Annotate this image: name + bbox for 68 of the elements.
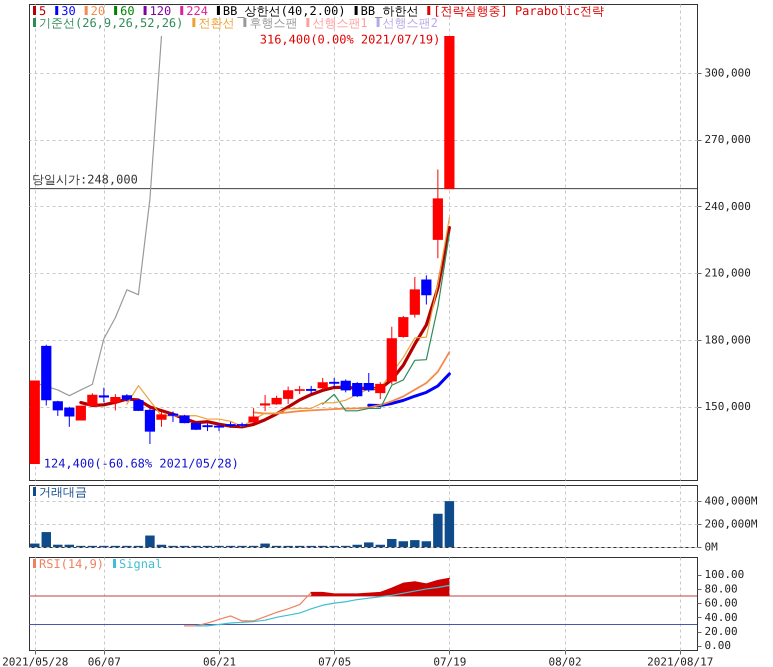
x-tick-label: 2021/08/17 xyxy=(647,656,714,667)
legend-label: 기준선(26,9,26,52,26) xyxy=(39,16,184,30)
x-tick-label: 06/07 xyxy=(88,656,121,667)
bar xyxy=(398,541,408,547)
candlestick xyxy=(156,412,167,428)
legend-label: Signal xyxy=(119,557,162,571)
legend-label: 5 xyxy=(39,4,46,18)
legend-label: 60 xyxy=(120,4,135,18)
x-tick-label: 2021/05/28 xyxy=(2,656,68,667)
legend-label: 선행스팬2 xyxy=(382,16,438,30)
y-tick-label: 210,000 xyxy=(704,266,751,280)
bar xyxy=(30,544,40,547)
legend-label: BB_하한선 xyxy=(360,4,418,18)
bar xyxy=(410,540,420,547)
annotation: 316,400(0.00% 2021/07/19) xyxy=(260,32,440,46)
y-tick-label: 240,000 xyxy=(704,200,751,213)
y-tick-label: 100.00 xyxy=(704,568,744,582)
legend-label: BB_상한선(40,2.00) xyxy=(222,4,346,18)
candlestick xyxy=(248,408,259,424)
annotation: 124,400(-60.68% 2021/05/28) xyxy=(44,456,239,471)
bar xyxy=(433,514,443,547)
bar xyxy=(387,538,397,547)
candlestick xyxy=(98,387,109,403)
line-series xyxy=(126,217,450,427)
legend-label: 거래대금 xyxy=(39,485,87,499)
candlestick xyxy=(110,394,120,411)
bar xyxy=(260,544,270,547)
legend-label: 120 xyxy=(150,4,172,18)
y-tick-label: 20.00 xyxy=(704,625,738,638)
legend-label: 후행스팬 xyxy=(249,16,298,30)
candlestick xyxy=(421,274,432,306)
y-tick-label: 60.00 xyxy=(704,596,738,610)
x-tick-label: 08/02 xyxy=(548,656,582,667)
bar xyxy=(42,532,51,547)
ref-line-label: 당일시가:248,000 xyxy=(32,172,138,187)
candlestick xyxy=(375,382,386,400)
y-tick-label: 40.00 xyxy=(704,610,738,624)
y-tick-label: 300,000 xyxy=(704,66,751,80)
y-tick-label: 200,000M xyxy=(704,518,758,531)
line-series xyxy=(322,233,450,412)
candlestick xyxy=(318,377,328,390)
bar xyxy=(364,542,374,547)
line-series xyxy=(184,592,312,626)
legend-label: 선행스팬1 xyxy=(312,16,368,30)
y-tick-label: 270,000 xyxy=(704,133,751,146)
y-tick-label: 0.00 xyxy=(704,639,731,652)
line-series xyxy=(367,372,451,407)
y-tick-label: 180,000 xyxy=(704,333,751,346)
line-series xyxy=(195,584,450,626)
x-tick-label: 07/19 xyxy=(433,656,466,667)
legend-label: [전략실행중] Parabolic전략 xyxy=(433,4,604,18)
x-tick-label: 06/21 xyxy=(202,656,236,667)
y-tick-label: 400,000M xyxy=(704,494,758,508)
legend-label: 20 xyxy=(90,4,106,18)
y-tick-label: 150,000 xyxy=(704,400,751,414)
candlestick xyxy=(398,316,408,338)
bar xyxy=(145,536,155,547)
bar xyxy=(422,541,432,547)
legend-label: 전환선 xyxy=(198,16,234,30)
x-tick-label: 07/05 xyxy=(318,656,352,667)
legend-label: RSI(14,9) xyxy=(39,557,104,571)
legend-label: 224 xyxy=(186,4,208,18)
bar xyxy=(444,501,454,547)
legend-label: 30 xyxy=(61,4,76,18)
y-tick-label: 80.00 xyxy=(704,582,738,596)
line-series xyxy=(79,226,451,428)
y-tick-label: 0M xyxy=(704,540,718,554)
line-series xyxy=(252,351,450,414)
